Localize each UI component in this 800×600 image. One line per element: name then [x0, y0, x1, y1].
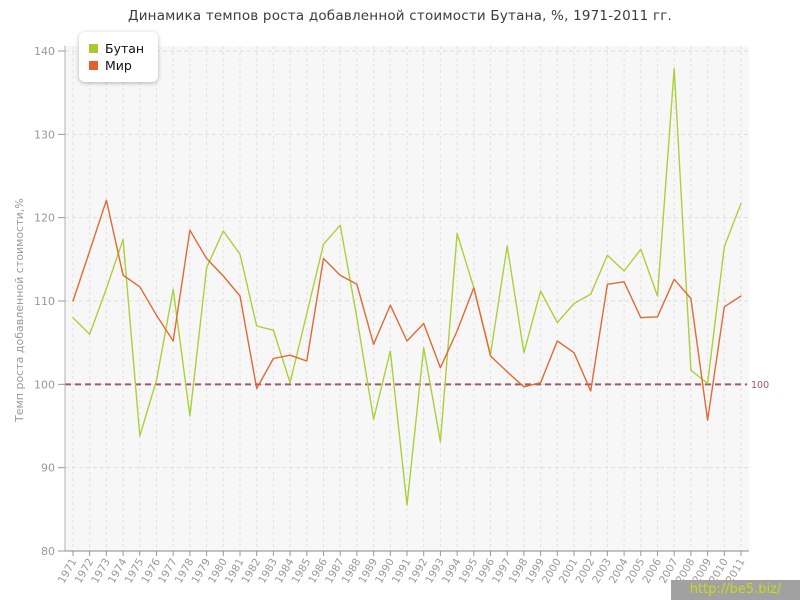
series-line-бутан	[72, 67, 742, 506]
mir-series-swatch-icon	[89, 61, 98, 70]
chart-title: Динамика темпов роста добавленной стоимо…	[127, 8, 673, 24]
legend-item-mir: Мир	[89, 58, 144, 73]
y-tick-label: 140	[34, 45, 55, 58]
series-line-мир	[72, 199, 742, 421]
legend: Бутан Мир	[79, 32, 159, 82]
y-tick-label: 90	[41, 462, 55, 475]
y-tick-label: 100	[34, 378, 55, 391]
legend-label-butan: Бутан	[105, 41, 145, 56]
butan-series-swatch-icon	[89, 44, 98, 53]
y-tick-label: 110	[34, 295, 55, 308]
y-tick-label: 130	[34, 128, 55, 141]
y-tick-label: 120	[34, 212, 55, 225]
legend-label-mir: Мир	[105, 58, 132, 73]
y-tick-label: 80	[41, 545, 55, 558]
baseline-100-label: 100	[751, 380, 769, 391]
legend-item-butan: Бутан	[89, 41, 144, 56]
watermark-link[interactable]: http://be5.biz/	[671, 580, 800, 600]
